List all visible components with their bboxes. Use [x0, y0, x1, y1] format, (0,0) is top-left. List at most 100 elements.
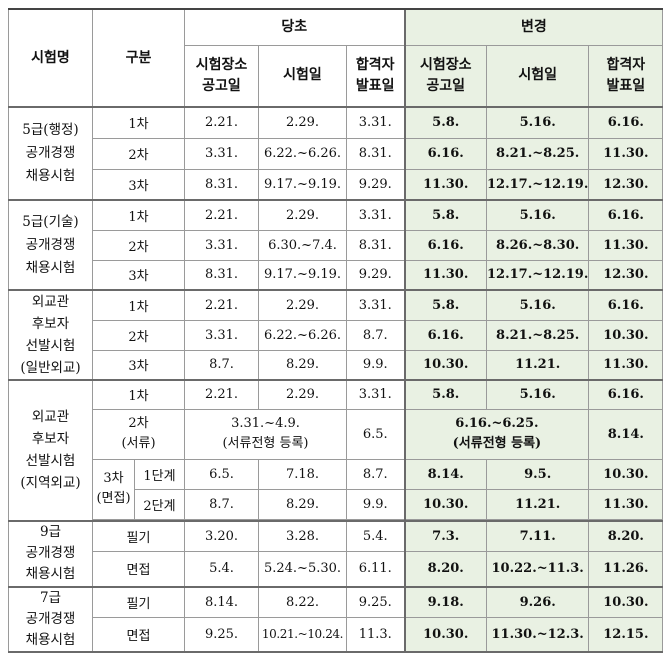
changed-exam-date: 10.22.~11.3.	[485, 551, 590, 587]
original-result-date: 9.29.	[346, 168, 405, 201]
stage-label: 면접	[92, 617, 185, 653]
changed-exam-date: 11.21.	[485, 349, 590, 381]
original-result-date: 3.31.	[346, 106, 405, 139]
original-result-date: 11.3.	[346, 617, 405, 653]
header-original-result-date: 합격자 발표일	[346, 44, 405, 108]
original-notice-date: 6.5.	[184, 458, 259, 490]
changed-notice-date: 6.16.	[403, 229, 487, 261]
changed-exam-date: 7.11.	[485, 519, 590, 552]
original-notice-date: 8.14.	[184, 585, 259, 619]
stage-label: 2차 (서류)	[92, 408, 185, 460]
changed-exam-date: 12.17.~12.19.	[485, 259, 590, 291]
original-result-date: 8.7.	[346, 458, 405, 490]
changed-notice-date: 7.3.	[403, 519, 487, 552]
original-result-date: 6.5.	[346, 408, 405, 460]
exam-name: 외교관 후보자 선발시험 (지역외교)	[8, 379, 93, 521]
original-exam-date: 10.21.~10.24.	[258, 617, 347, 653]
original-notice-date: 8.7.	[184, 488, 259, 520]
changed-notice-date: 11.30.	[403, 259, 487, 291]
original-exam-date: 8.29.	[258, 488, 347, 520]
original-exam-date: 2.29.	[258, 106, 347, 139]
original-exam-date: 9.17.~9.19.	[258, 259, 347, 291]
original-notice-date: 3.31.	[184, 319, 259, 351]
original-exam-date: 2.29.	[258, 199, 347, 231]
changed-exam-date: 5.16.	[485, 379, 590, 410]
original-notice-date: 9.25.	[184, 617, 259, 653]
changed-exam-date: 9.26.	[485, 585, 590, 619]
header-original-notice-date: 시험장소 공고일	[184, 44, 259, 108]
changed-notice-date: 10.30.	[403, 349, 487, 381]
changed-notice-date: 5.8.	[403, 199, 487, 231]
changed-exam-date: 8.21.~8.25.	[485, 319, 590, 351]
original-result-date: 9.9.	[346, 488, 405, 520]
original-notice-date: 8.7.	[184, 349, 259, 381]
changed-exam-date: 5.16.	[485, 106, 590, 139]
header-original-exam-date: 시험일	[258, 44, 347, 108]
original-exam-date: 6.22.~6.26.	[258, 137, 347, 170]
original-exam-date: 3.28.	[258, 519, 347, 552]
original-notice-date: 5.4.	[184, 551, 259, 587]
exam-name: 5급(기술) 공개경쟁 채용시험	[8, 199, 93, 291]
stage-label: 면접	[92, 551, 185, 587]
changed-result-date: 8.14.	[588, 408, 664, 460]
original-document-screening: 3.31.~4.9. (서류전형 등록)	[184, 408, 347, 460]
changed-notice-date: 9.18.	[403, 585, 487, 619]
exam-schedule-table: 시험명 구분 당초 변경 시험장소 공고일 시험일 합격자 발표일 시험장소 공…	[8, 8, 664, 653]
original-notice-date: 8.31.	[184, 168, 259, 201]
changed-exam-date: 11.21.	[485, 488, 590, 520]
changed-notice-date: 5.8.	[403, 106, 487, 139]
changed-notice-date: 8.20.	[403, 551, 487, 587]
header-exam-name: 시험명	[8, 8, 93, 108]
header-changed: 변경	[403, 8, 664, 46]
original-exam-date: 9.17.~9.19.	[258, 168, 347, 201]
stage-label: 3차 (면접)	[92, 458, 135, 520]
sub-stage-label: 1단계	[134, 458, 185, 490]
changed-exam-date: 8.26.~8.30.	[485, 229, 590, 261]
stage-label: 2차	[92, 229, 185, 261]
stage-label: 1차	[92, 199, 185, 231]
changed-result-date: 8.20.	[588, 519, 664, 552]
changed-result-date: 6.16.	[588, 289, 664, 321]
changed-result-date: 6.16.	[588, 199, 664, 231]
changed-result-date: 12.15.	[588, 617, 664, 653]
stage-label: 필기	[92, 585, 185, 619]
changed-document-screening: 6.16.~6.25. (서류전형 등록)	[403, 408, 590, 460]
original-notice-date: 2.21.	[184, 379, 259, 410]
changed-exam-date: 8.21.~8.25.	[485, 137, 590, 170]
stage-label: 1차	[92, 289, 185, 321]
changed-result-date: 10.30.	[588, 319, 664, 351]
original-result-date: 9.9.	[346, 349, 405, 381]
stage-label: 3차	[92, 259, 185, 291]
header-changed-result-date: 합격자 발표일	[588, 44, 664, 108]
original-result-date: 3.31.	[346, 379, 405, 410]
changed-notice-date: 10.30.	[403, 488, 487, 520]
original-notice-date: 3.31.	[184, 229, 259, 261]
stage-label: 1차	[92, 106, 185, 139]
original-result-date: 8.31.	[346, 137, 405, 170]
changed-notice-date: 6.16.	[403, 319, 487, 351]
stage-label: 3차	[92, 349, 185, 381]
changed-notice-date: 5.8.	[403, 379, 487, 410]
changed-notice-date: 8.14.	[403, 458, 487, 490]
header-category: 구분	[92, 8, 185, 108]
original-exam-date: 6.30.~7.4.	[258, 229, 347, 261]
exam-name: 외교관 후보자 선발시험 (일반외교)	[8, 289, 93, 381]
stage-label: 2차	[92, 319, 185, 351]
changed-result-date: 10.30.	[588, 458, 664, 490]
original-result-date: 5.4.	[346, 519, 405, 552]
original-result-date: 3.31.	[346, 289, 405, 321]
changed-exam-date: 9.5.	[485, 458, 590, 490]
changed-result-date: 11.30.	[588, 229, 664, 261]
changed-exam-date: 11.30.~12.3.	[485, 617, 590, 653]
changed-result-date: 11.30.	[588, 349, 664, 381]
original-exam-date: 7.18.	[258, 458, 347, 490]
original-exam-date: 8.22.	[258, 585, 347, 619]
original-result-date: 8.7.	[346, 319, 405, 351]
original-result-date: 8.31.	[346, 229, 405, 261]
original-result-date: 3.31.	[346, 199, 405, 231]
changed-notice-date: 5.8.	[403, 289, 487, 321]
header-changed-exam-date: 시험일	[485, 44, 590, 108]
changed-exam-date: 5.16.	[485, 199, 590, 231]
header-changed-notice-date: 시험장소 공고일	[403, 44, 487, 108]
original-exam-date: 2.29.	[258, 379, 347, 410]
